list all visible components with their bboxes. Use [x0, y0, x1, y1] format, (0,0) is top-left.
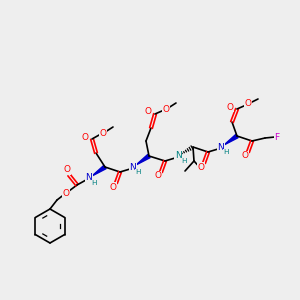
Text: H: H — [181, 158, 187, 164]
Text: N: N — [85, 173, 92, 182]
Text: O: O — [154, 172, 161, 181]
Text: O: O — [145, 107, 152, 116]
Text: O: O — [242, 152, 248, 160]
Text: H: H — [135, 169, 141, 175]
Text: O: O — [163, 104, 170, 113]
Polygon shape — [136, 154, 150, 165]
Text: O: O — [64, 166, 70, 175]
Polygon shape — [224, 134, 238, 145]
Text: O: O — [226, 103, 233, 112]
Text: O: O — [62, 188, 70, 197]
Text: O: O — [82, 134, 88, 142]
Text: O: O — [110, 182, 116, 191]
Text: N: N — [130, 163, 136, 172]
Text: O: O — [197, 163, 205, 172]
Polygon shape — [92, 165, 106, 176]
Text: O: O — [244, 100, 251, 109]
Text: N: N — [175, 152, 182, 160]
Text: H: H — [91, 180, 97, 186]
Text: H: H — [223, 149, 229, 155]
Text: N: N — [218, 142, 224, 152]
Text: O: O — [100, 128, 106, 137]
Text: F: F — [274, 133, 280, 142]
